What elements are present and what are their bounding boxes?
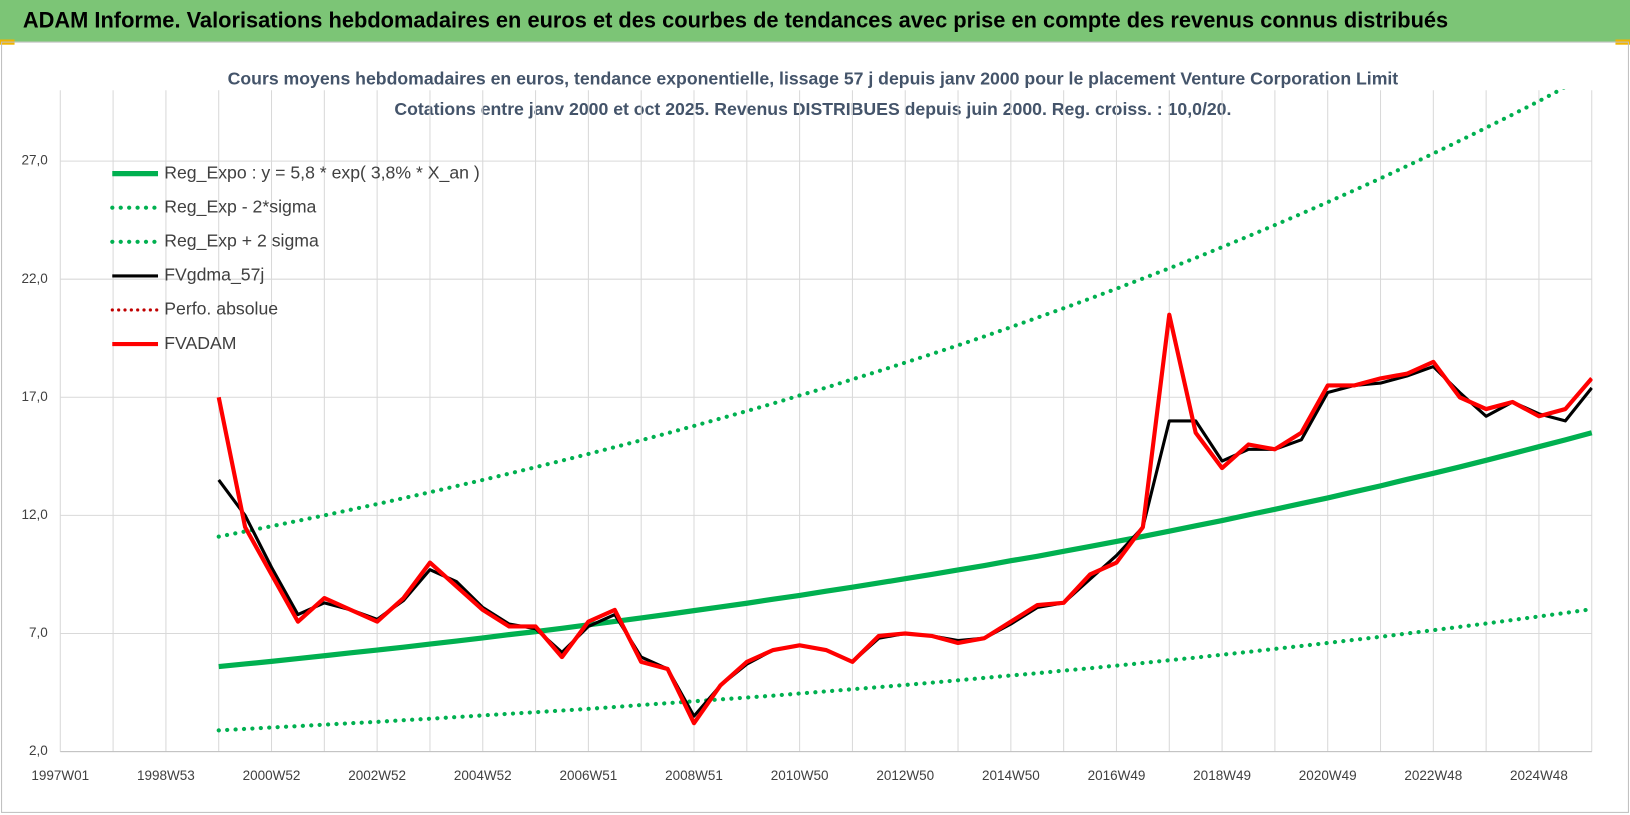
y-tick-label: 17,0: [22, 389, 48, 404]
x-tick-label: 2000W52: [243, 768, 301, 783]
x-tick-label: 1998W53: [137, 768, 195, 783]
legend-label: FVADAM: [164, 333, 236, 353]
legend-label: Reg_Expo : y = 5,8 * exp( 3,8% * X_an ): [164, 162, 480, 183]
y-tick-label: 7,0: [29, 625, 48, 640]
header-band: [0, 0, 1630, 42]
chart-subtitle: Cotations entre janv 2000 et oct 2025. R…: [394, 99, 1231, 119]
legend-label: Reg_Exp + 2 sigma: [164, 230, 319, 251]
plot-area: [216, 89, 1593, 733]
series-line: [216, 89, 1566, 539]
x-tick-label: 2018W49: [1193, 768, 1251, 783]
series-line: [216, 607, 1593, 733]
legend-label: FVgdma_57j: [164, 265, 264, 286]
series-line: [218, 430, 1593, 670]
grid: 2,0 7,0 12,0 17,0 22,0 27,0 1997W01 1998W53 2000…: [22, 90, 1593, 783]
x-tick-label: 2010W50: [771, 768, 829, 783]
chart-title: Cours moyens hebdomadaires en euros, ten…: [228, 69, 1399, 89]
legend-label: Perfo. absolue: [164, 299, 278, 319]
y-tick-label: 27,0: [22, 153, 48, 168]
legend: Reg_Expo : y = 5,8 * exp( 3,8% * X_an ) R…: [110, 162, 480, 353]
x-tick-label: 2024W48: [1510, 768, 1568, 783]
y-tick-label: 22,0: [22, 271, 48, 286]
x-tick-label: 2006W51: [559, 768, 617, 783]
x-tick-label: 2012W50: [876, 768, 934, 783]
x-tick-label: 2002W52: [348, 768, 406, 783]
x-tick-label: 2008W51: [665, 768, 723, 783]
frame: [1, 41, 1629, 813]
y-tick-label: 12,0: [22, 507, 48, 522]
x-tick-label: 2020W49: [1299, 768, 1357, 783]
x-tick-label: 2022W48: [1404, 768, 1462, 783]
y-tick-label: 2,0: [29, 743, 48, 758]
x-tick-label: 2014W50: [982, 768, 1040, 783]
header-title: ADAM Informe. Valorisations hebdomadaire…: [23, 8, 1448, 33]
series-line: [216, 312, 1593, 726]
legend-label: Reg_Exp - 2*sigma: [164, 196, 316, 217]
x-tick-label: 2016W49: [1088, 768, 1146, 783]
x-tick-label: 2004W52: [454, 768, 512, 783]
x-tick-label: 1997W01: [31, 768, 89, 783]
